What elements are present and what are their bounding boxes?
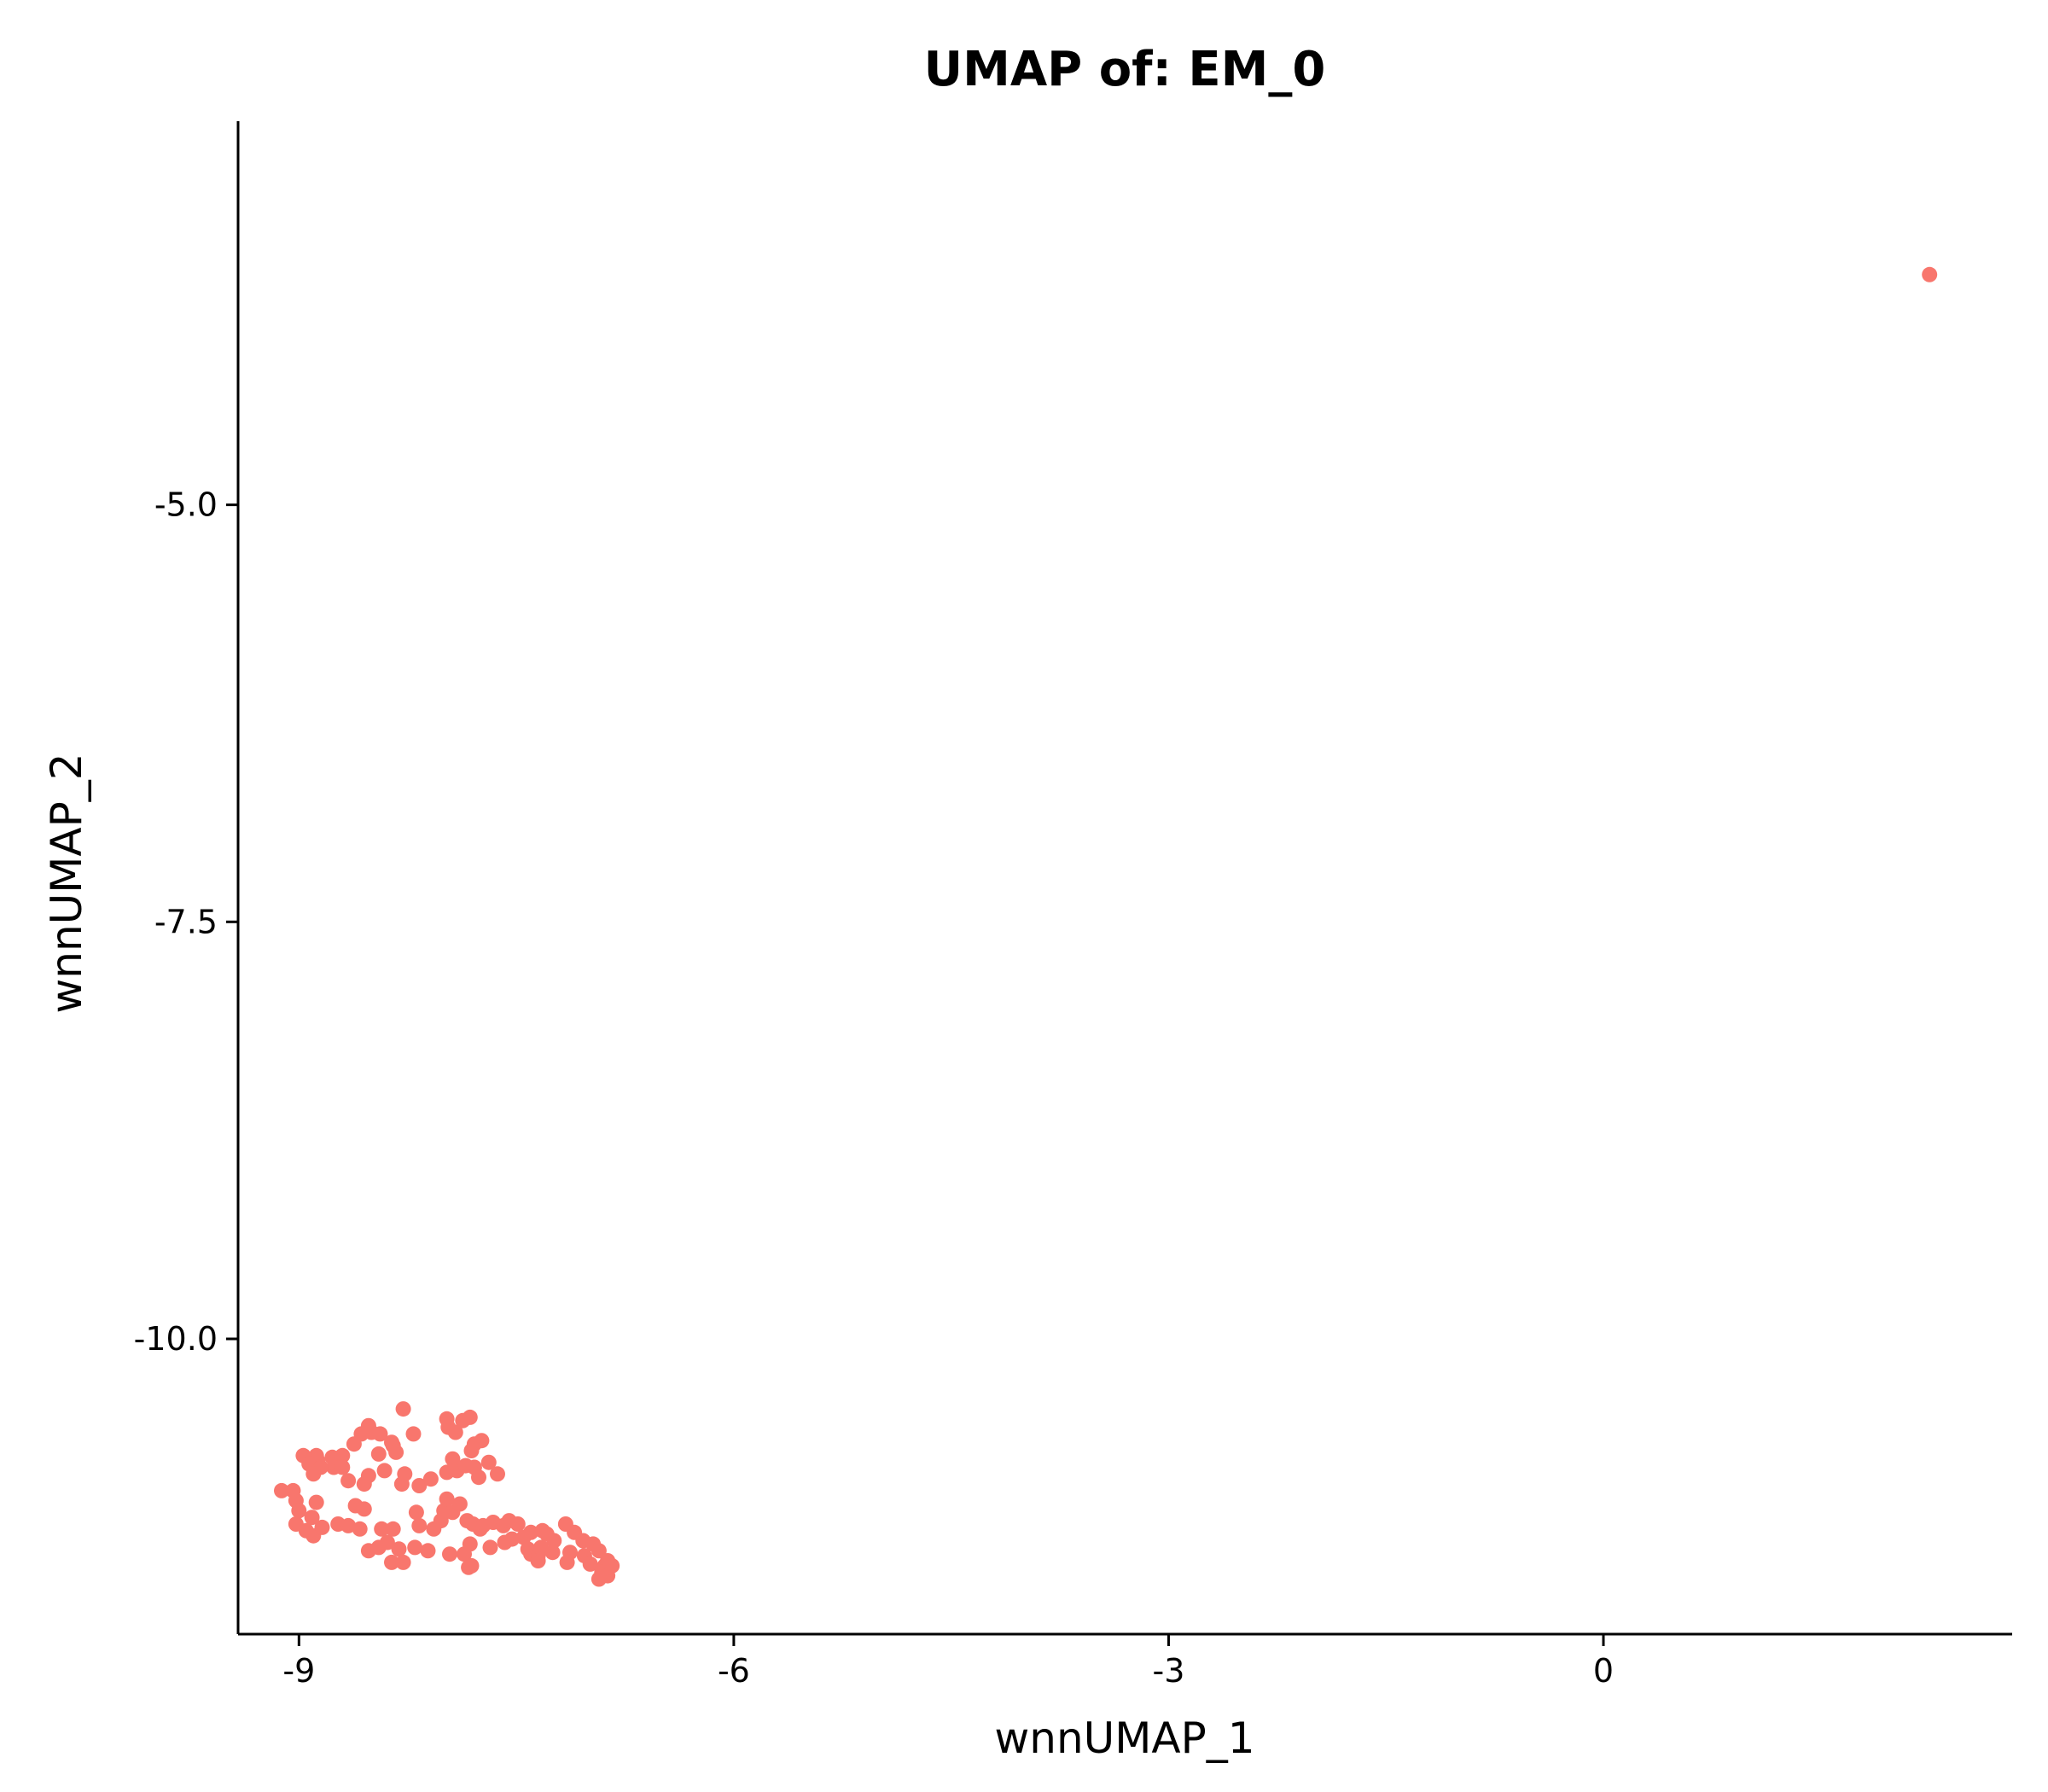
data-point (340, 1517, 357, 1533)
data-point (559, 1554, 575, 1570)
data-point (463, 1557, 480, 1574)
data-point (451, 1496, 468, 1512)
data-point (308, 1494, 324, 1510)
data-point (474, 1433, 490, 1449)
data-point (497, 1534, 513, 1551)
data-point (274, 1482, 289, 1498)
data-point (305, 1466, 322, 1482)
data-point (442, 1546, 457, 1562)
data-point (462, 1409, 478, 1425)
y-tick-label: -5.0 (154, 486, 218, 524)
data-point (347, 1498, 364, 1514)
data-point (360, 1468, 376, 1484)
data-point (346, 1436, 362, 1452)
x-tick-label: -3 (1153, 1652, 1185, 1690)
data-point (314, 1519, 330, 1535)
data-point (411, 1478, 428, 1493)
x-axis-title: wnnUMAP_1 (994, 1713, 1254, 1763)
data-point (600, 1553, 616, 1568)
data-point (420, 1543, 436, 1559)
x-tick-label: -9 (282, 1652, 315, 1690)
data-point (411, 1517, 428, 1533)
scatter-points (274, 266, 1938, 1587)
data-point (372, 1426, 388, 1442)
data-point (352, 1521, 368, 1537)
data-point (482, 1539, 498, 1556)
data-point (422, 1471, 439, 1487)
data-point (439, 1491, 455, 1507)
data-point (379, 1534, 395, 1551)
data-point (335, 1459, 351, 1475)
data-point (395, 1554, 411, 1570)
data-point (582, 1556, 598, 1572)
x-axis-ticks: -9 -6 -3 0 (282, 1634, 1614, 1690)
y-axis-ticks: -5.0 -7.5 -10.0 (134, 486, 238, 1358)
y-tick-label: -10.0 (134, 1320, 218, 1358)
data-point (546, 1533, 562, 1549)
data-point (388, 1444, 404, 1460)
data-point (445, 1451, 461, 1467)
data-point (405, 1426, 422, 1442)
data-point (523, 1524, 539, 1540)
y-axis-title: wnnUMAP_2 (42, 753, 91, 1013)
data-point (304, 1510, 320, 1526)
data-point (509, 1516, 526, 1532)
data-point (440, 1419, 457, 1435)
data-point (397, 1466, 413, 1482)
chart-title: UMAP of: EM_0 (924, 42, 1326, 97)
data-point (591, 1543, 607, 1559)
data-point (340, 1473, 357, 1489)
data-point (1922, 266, 1938, 282)
data-point (407, 1539, 423, 1556)
x-tick-label: 0 (1593, 1652, 1614, 1690)
data-point (490, 1466, 505, 1482)
data-point (395, 1401, 411, 1417)
data-point (374, 1521, 390, 1537)
data-point (462, 1536, 478, 1552)
data-point (408, 1504, 424, 1521)
data-point (544, 1545, 561, 1561)
data-point (291, 1503, 307, 1519)
x-tick-label: -6 (718, 1652, 750, 1690)
data-point (480, 1454, 497, 1470)
data-point (391, 1541, 407, 1557)
data-point (384, 1554, 399, 1570)
data-point (385, 1521, 401, 1537)
data-point (591, 1571, 607, 1587)
data-point (471, 1469, 486, 1486)
data-point (530, 1553, 546, 1568)
y-tick-label: -7.5 (154, 903, 218, 940)
data-point (370, 1446, 387, 1462)
data-point (533, 1539, 549, 1556)
data-point (376, 1463, 393, 1479)
